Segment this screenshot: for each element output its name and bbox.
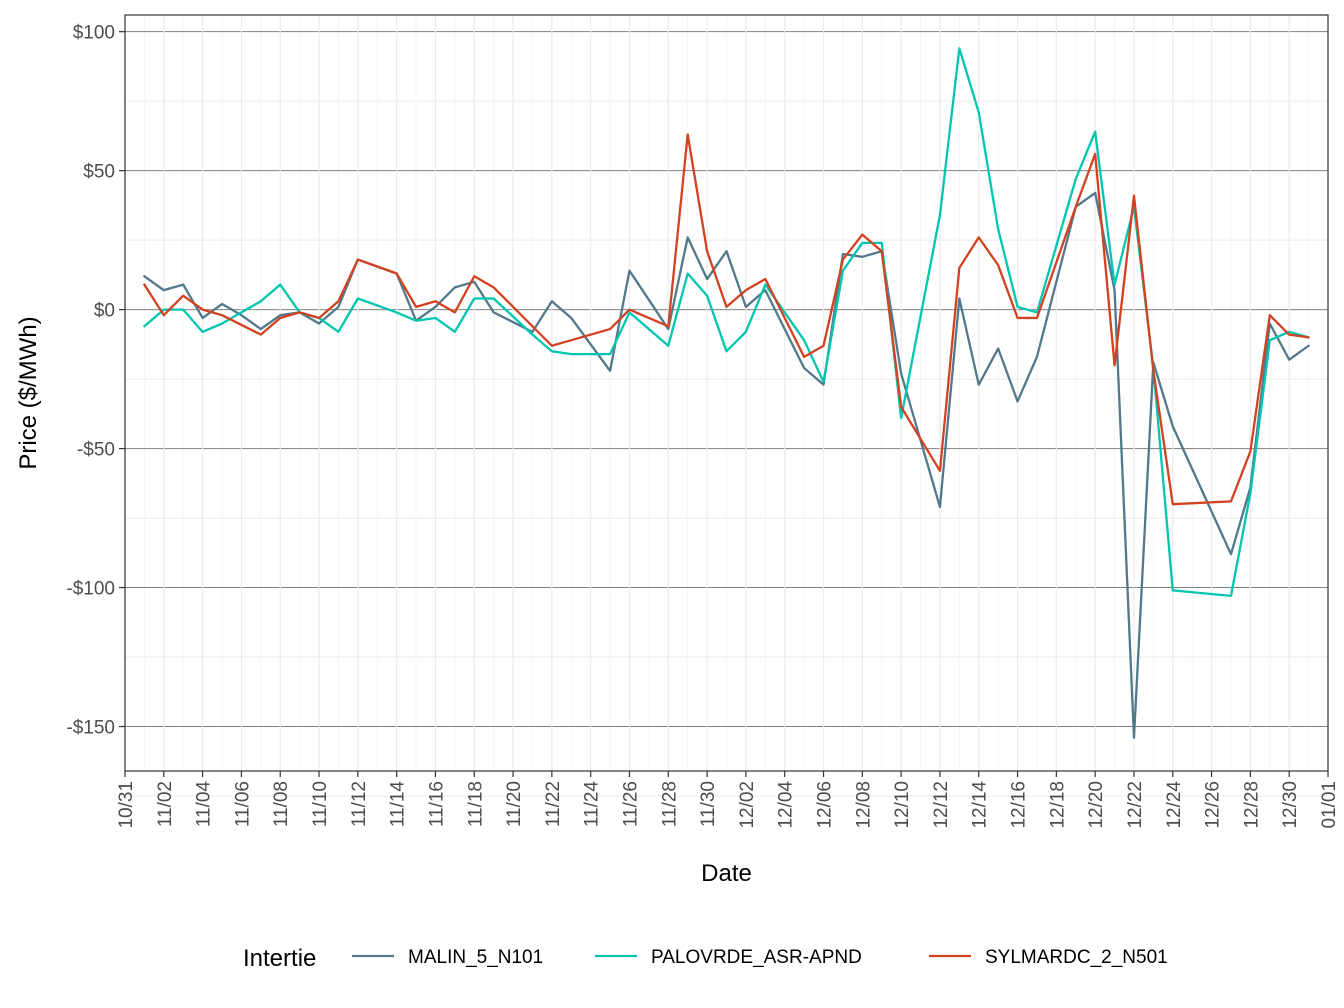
x-tick-label: 12/22 <box>1125 781 1146 829</box>
x-tick-label: 11/26 <box>620 781 641 827</box>
x-tick-label: 11/28 <box>659 781 680 827</box>
plot-panel-border <box>124 14 1329 772</box>
legend-label-malin-5-n101: MALIN_5_N101 <box>408 947 543 968</box>
x-tick-label: 12/28 <box>1241 781 1262 829</box>
x-tick-label: 11/06 <box>232 781 253 827</box>
y-axis: $100 $50 $0 -$50 -$100 -$150 <box>66 23 125 739</box>
series-lines <box>143 47 1310 739</box>
x-tick-label: 11/16 <box>426 781 447 827</box>
legend-label-palovrde-asr-apnd: PALOVRDE_ASR-APND <box>651 947 862 968</box>
y-axis-title: Price ($/MWh) <box>15 316 42 469</box>
minor-gridlines <box>125 15 1328 797</box>
x-tick-label: 11/30 <box>698 781 719 827</box>
x-tick-label: 12/14 <box>970 781 991 829</box>
legend-label-sylmardc-2-n501: SYLMARDC_2_N501 <box>985 947 1168 968</box>
x-tick-label: 12/06 <box>815 781 836 829</box>
y-tick-label: $50 <box>83 162 115 183</box>
x-tick-label: 11/04 <box>194 781 215 828</box>
series-line-sylmardc-2-n501 <box>143 133 1310 506</box>
x-axis-title: Date <box>701 860 752 887</box>
x-tick-label: 12/24 <box>1164 781 1185 829</box>
x-tick-label: 11/24 <box>582 781 603 828</box>
x-tick-label: 12/02 <box>737 781 758 829</box>
x-axis: 10/31 11/02 11/04 11/06 11/08 11/10 11/12 11/14… <box>116 771 1340 829</box>
y-tick-label: -$100 <box>66 579 115 600</box>
x-tick-label: 12/20 <box>1086 781 1107 829</box>
x-tick-label: 11/14 <box>388 781 409 828</box>
x-tick-label: 11/12 <box>349 781 370 827</box>
y-tick-label: -$150 <box>66 718 115 739</box>
legend-title: Intertie <box>243 945 316 972</box>
x-tick-label: 11/08 <box>271 781 292 827</box>
x-tick-label: 11/20 <box>504 781 525 827</box>
x-tick-label: 12/08 <box>853 781 874 829</box>
y-tick-label: $0 <box>94 301 115 322</box>
series-line-malin-5-n101 <box>143 191 1310 739</box>
x-tick-label: 12/26 <box>1203 781 1224 829</box>
y-tick-label: $100 <box>73 23 115 44</box>
x-tick-label: 12/10 <box>892 781 913 829</box>
x-tick-label: 12/04 <box>776 781 797 829</box>
x-tick-label: 12/12 <box>931 781 952 829</box>
x-tick-label: 10/31 <box>116 781 137 829</box>
y-tick-label: -$50 <box>77 440 115 461</box>
x-tick-label: 12/16 <box>1009 781 1030 829</box>
x-tick-label: 12/30 <box>1280 781 1301 829</box>
x-tick-label: 11/22 <box>543 781 564 827</box>
x-tick-label: 11/02 <box>155 781 176 827</box>
x-tick-label: 12/18 <box>1047 781 1068 829</box>
x-tick-label: 11/18 <box>465 781 486 827</box>
legend: Intertie MALIN_5_N101 PALOVRDE_ASR-APND SY… <box>243 945 1168 972</box>
x-tick-label: 11/10 <box>310 781 331 827</box>
x-tick-label: 01/01 <box>1319 781 1340 829</box>
